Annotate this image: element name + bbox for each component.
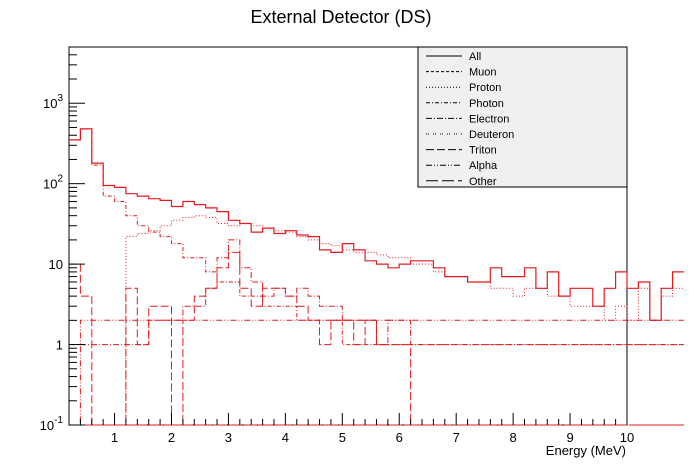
legend-label-photon: Photon <box>469 98 504 110</box>
legend-label-deuteron: Deuteron <box>469 129 514 141</box>
legend-label-triton: Triton <box>469 145 497 157</box>
x-tick-label: 3 <box>225 430 232 445</box>
x-tick-label: 5 <box>339 430 346 445</box>
series-triton <box>69 251 684 426</box>
y-tick-label: 102 <box>43 174 63 192</box>
x-tick-label: 10 <box>620 430 634 445</box>
legend-label-other: Other <box>469 176 497 188</box>
x-tick-label: 2 <box>168 430 175 445</box>
chart-title: External Detector (DS) <box>250 7 431 27</box>
series-all <box>69 128 684 321</box>
x-tick-label: 7 <box>453 430 460 445</box>
y-tick-label: 1 <box>56 338 63 353</box>
legend-box <box>417 46 628 188</box>
legend-label-proton: Proton <box>469 82 501 94</box>
series-alpha <box>69 319 684 426</box>
y-axis-ticks: 10-1 1 10 102 103 <box>40 46 85 433</box>
legend-label-alpha: Alpha <box>469 160 498 172</box>
y-tick-label: 10-1 <box>40 415 64 433</box>
legend-label-electron: Electron <box>469 113 509 125</box>
x-axis-label: Energy (MeV) <box>546 443 626 458</box>
x-tick-label: 4 <box>282 430 289 445</box>
x-tick-label: 6 <box>396 430 403 445</box>
x-tick-label: 8 <box>510 430 517 445</box>
y-tick-label: 103 <box>43 93 63 111</box>
series-proton <box>69 215 684 426</box>
legend-label-muon: Muon <box>469 67 497 79</box>
y-tick-label: 10 <box>49 257 63 272</box>
x-tick-label: 1 <box>111 430 118 445</box>
x-tick-label: 9 <box>566 430 573 445</box>
x-axis-ticks: 1 2 3 4 5 6 7 8 9 10 <box>68 413 634 445</box>
legend: All Muon Proton Photon Electron Deuteron Trito… <box>417 46 628 188</box>
legend-label-all: All <box>469 51 481 63</box>
